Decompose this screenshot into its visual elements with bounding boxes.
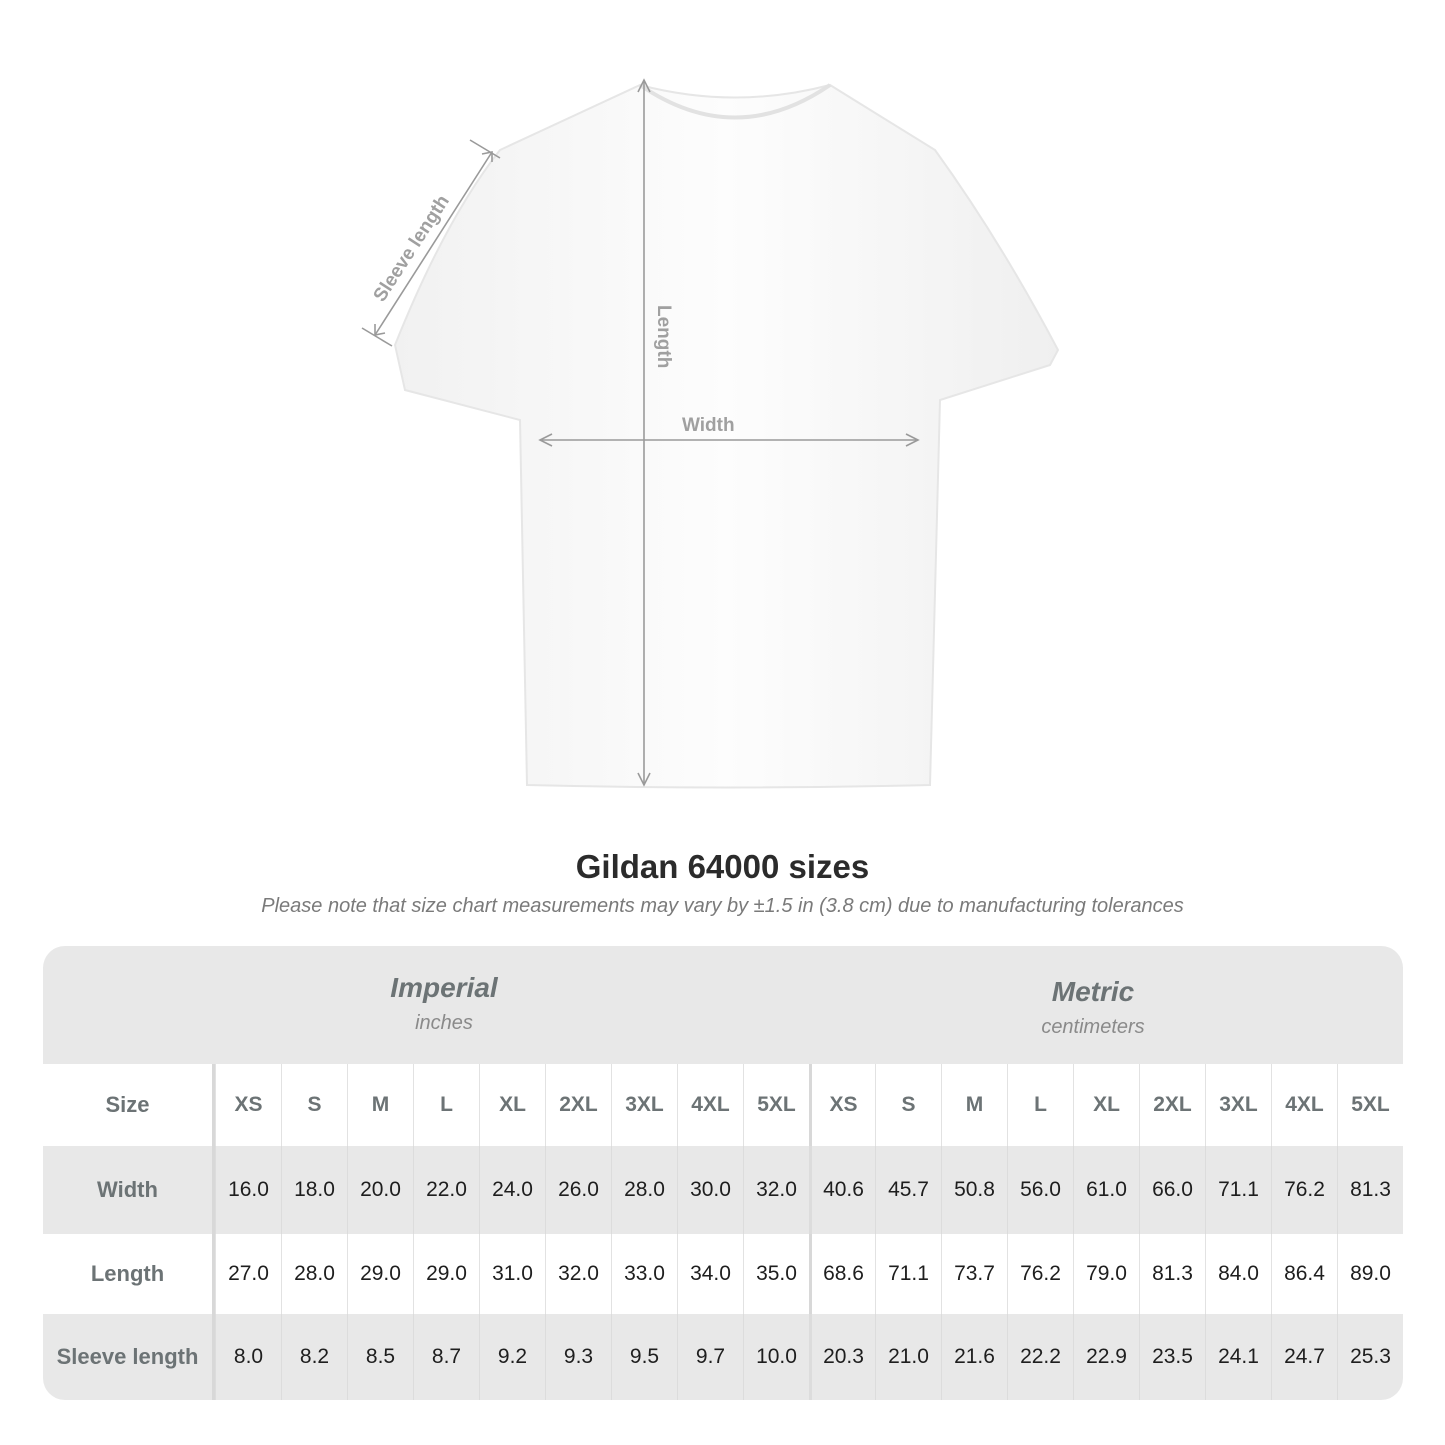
size-header-cell: M — [347, 1064, 413, 1146]
size-header-cell: L — [413, 1064, 479, 1146]
table-cell: 71.1 — [875, 1234, 941, 1314]
table-cell: 20.0 — [347, 1146, 413, 1234]
table-cell: 9.7 — [677, 1314, 743, 1400]
table-cell: 16.0 — [215, 1146, 281, 1234]
imperial-header: Imperial inches — [215, 946, 673, 1064]
neckline — [638, 83, 832, 120]
table-cell: 76.2 — [1271, 1146, 1337, 1234]
measure-arrows — [361, 78, 920, 787]
size-header-cell: S — [875, 1064, 941, 1146]
table-cell: 28.0 — [611, 1146, 677, 1234]
table-cell: 22.0 — [413, 1146, 479, 1234]
table-cell: 8.7 — [413, 1314, 479, 1400]
table-cell: 8.0 — [215, 1314, 281, 1400]
size-header-cell: 5XL — [1337, 1064, 1403, 1146]
table-cell: 10.0 — [743, 1314, 809, 1400]
table-row-sleeve-length: Sleeve length 8.0 8.2 8.5 8.7 9.2 9.3 9.5 9.7 10.… — [43, 1314, 1403, 1400]
table-cell: 21.0 — [875, 1314, 941, 1400]
table-cell: 25.3 — [1337, 1314, 1403, 1400]
sleeve-arrow — [374, 151, 493, 336]
table-cell: 24.1 — [1205, 1314, 1271, 1400]
table-cell: 34.0 — [677, 1234, 743, 1314]
table-cell: 18.0 — [281, 1146, 347, 1234]
table-cell: 29.0 — [413, 1234, 479, 1314]
size-header-cell: 5XL — [743, 1064, 809, 1146]
imperial-title: Imperial — [390, 972, 498, 1003]
table-cell: 32.0 — [545, 1234, 611, 1314]
row-label: Length — [43, 1234, 215, 1314]
tolerance-note: Please note that size chart measurements… — [261, 895, 1184, 917]
table-cell: 31.0 — [479, 1234, 545, 1314]
table-cell: 9.3 — [545, 1314, 611, 1400]
table-cell: 86.4 — [1271, 1234, 1337, 1314]
size-header-cell: M — [941, 1064, 1007, 1146]
table-row-width: Width 16.0 18.0 20.0 22.0 24.0 26.0 28.0 30.0 32.… — [43, 1146, 1403, 1234]
table-cell: 24.7 — [1271, 1314, 1337, 1400]
size-header-cell: S — [281, 1064, 347, 1146]
table-cell: 33.0 — [611, 1234, 677, 1314]
tshirt-body — [393, 83, 1060, 789]
table-cell: 76.2 — [1007, 1234, 1073, 1314]
table-cell: 24.0 — [479, 1146, 545, 1234]
table-cell: 9.5 — [611, 1314, 677, 1400]
size-table: Imperial inches Metric centimeters Size X… — [43, 946, 1403, 1400]
size-header-cell: XS — [215, 1064, 281, 1146]
size-header-cell: 4XL — [677, 1064, 743, 1146]
table-cell: 89.0 — [1337, 1234, 1403, 1314]
imperial-unit: inches — [415, 1012, 473, 1034]
tshirt-diagram: Sleeve length Length Width — [361, 78, 1060, 789]
table-cell: 20.3 — [809, 1314, 875, 1400]
table-cell: 27.0 — [215, 1234, 281, 1314]
table-cell: 9.2 — [479, 1314, 545, 1400]
table-cell: 22.9 — [1073, 1314, 1139, 1400]
metric-title: Metric — [1051, 976, 1135, 1007]
size-header-cell: XL — [479, 1064, 545, 1146]
table-cell: 73.7 — [941, 1234, 1007, 1314]
length-label: Length — [653, 305, 674, 368]
table-cell: 68.6 — [809, 1234, 875, 1314]
table-cell: 26.0 — [545, 1146, 611, 1234]
metric-unit: centimeters — [1041, 1016, 1145, 1038]
page-title: Gildan 64000 sizes — [575, 848, 870, 885]
table-cell: 23.5 — [1139, 1314, 1205, 1400]
table-cell: 40.6 — [809, 1146, 875, 1234]
size-header-cell: 2XL — [1139, 1064, 1205, 1146]
table-cell: 50.8 — [941, 1146, 1007, 1234]
table-cell: 81.3 — [1139, 1234, 1205, 1314]
table-row-length: Length 27.0 28.0 29.0 29.0 31.0 32.0 33.0 34.0 35… — [43, 1234, 1403, 1314]
size-header-cell: 3XL — [611, 1064, 677, 1146]
size-header-row: Size XS S M L XL 2XL 3XL 4XL 5XL XS S M L XL 2XL 3XL 4XL 5… — [43, 1064, 1403, 1146]
row-label: Width — [43, 1146, 215, 1234]
table-cell: 56.0 — [1007, 1146, 1073, 1234]
size-header-cell: XL — [1073, 1064, 1139, 1146]
table-cell: 45.7 — [875, 1146, 941, 1234]
size-header-cell: 3XL — [1205, 1064, 1271, 1146]
table-cell: 71.1 — [1205, 1146, 1271, 1234]
table-cell: 30.0 — [677, 1146, 743, 1234]
size-header-cell: 2XL — [545, 1064, 611, 1146]
size-header-cell: L — [1007, 1064, 1073, 1146]
table-cell: 28.0 — [281, 1234, 347, 1314]
table-cell: 61.0 — [1073, 1146, 1139, 1234]
table-cell: 81.3 — [1337, 1146, 1403, 1234]
table-cell: 29.0 — [347, 1234, 413, 1314]
size-header-cell: XS — [809, 1064, 875, 1146]
row-label: Sleeve length — [43, 1314, 215, 1400]
table-cell: 21.6 — [941, 1314, 1007, 1400]
table-cell: 8.5 — [347, 1314, 413, 1400]
size-header-cell: 4XL — [1271, 1064, 1337, 1146]
metric-header: Metric centimeters — [808, 950, 1378, 1068]
table-cell: 79.0 — [1073, 1234, 1139, 1314]
table-cell: 84.0 — [1205, 1234, 1271, 1314]
table-cell: 22.2 — [1007, 1314, 1073, 1400]
table-cell: 66.0 — [1139, 1146, 1205, 1234]
width-label: Width — [682, 415, 735, 436]
table-cell: 32.0 — [743, 1146, 809, 1234]
row-label: Size — [43, 1064, 215, 1146]
table-cell: 35.0 — [743, 1234, 809, 1314]
table-cell: 8.2 — [281, 1314, 347, 1400]
